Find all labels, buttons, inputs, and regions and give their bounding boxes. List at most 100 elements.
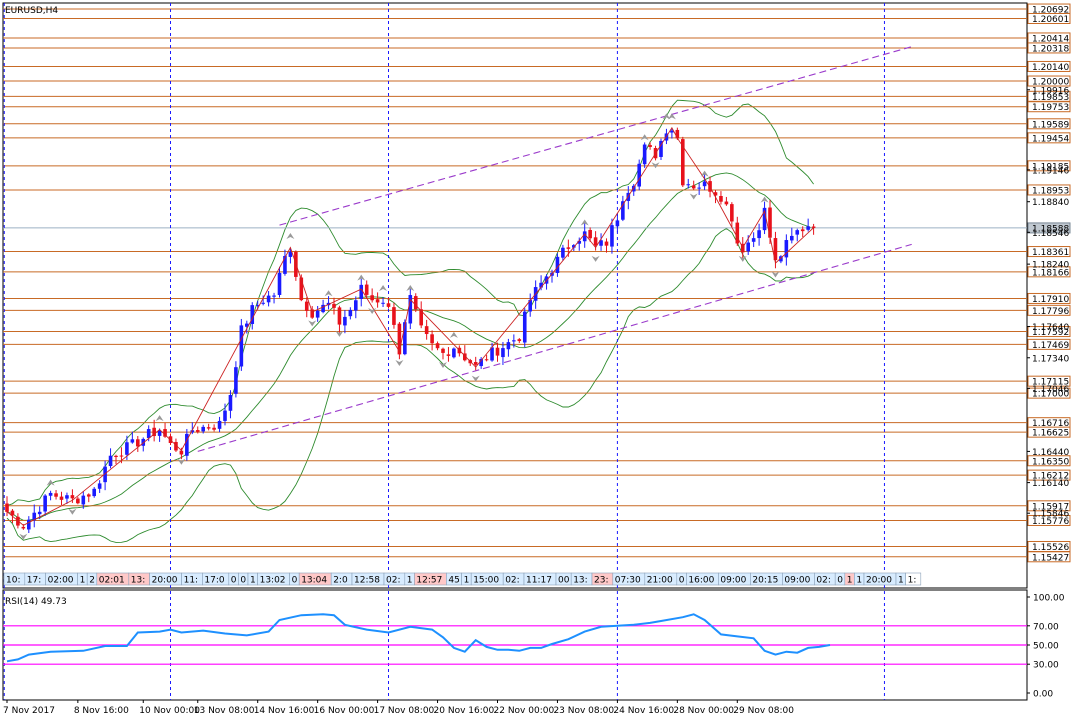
candle-body bbox=[452, 348, 456, 358]
fractal-up-marker bbox=[640, 134, 649, 141]
level-price-label: 1.19589 bbox=[1032, 120, 1069, 130]
candle-body bbox=[539, 282, 543, 288]
price-tick-label: 1.16440 bbox=[1032, 448, 1069, 458]
strip-label-text: 17:0 bbox=[204, 576, 224, 586]
level-price-box bbox=[1027, 304, 1071, 316]
level-price-box bbox=[1027, 160, 1071, 172]
candle-body bbox=[446, 354, 451, 356]
price-tick-label: 1.19916 bbox=[1032, 86, 1069, 96]
candle-body bbox=[179, 450, 184, 455]
candle-body bbox=[146, 429, 151, 439]
candle-body bbox=[136, 439, 140, 447]
candle-body bbox=[359, 284, 364, 299]
fractal-down-marker bbox=[335, 330, 344, 337]
candle-body bbox=[174, 441, 178, 451]
strip-label-text: 02: bbox=[386, 576, 400, 586]
candle-body bbox=[751, 238, 756, 242]
price-tick-label: 1.18840 bbox=[1032, 198, 1069, 208]
candle-body bbox=[65, 495, 69, 499]
level-price-box bbox=[1027, 500, 1071, 512]
fractal-down-marker bbox=[19, 533, 28, 540]
level-price-box bbox=[1027, 42, 1071, 54]
rsi-tick-label: 50.00 bbox=[1033, 642, 1059, 652]
candle-body bbox=[784, 240, 789, 258]
candle-body bbox=[125, 442, 129, 455]
fractal-up-marker bbox=[379, 285, 388, 292]
candle-body bbox=[76, 498, 80, 504]
price-tick-label: 1.15846 bbox=[1032, 510, 1069, 520]
strip-label-text: 12:57 bbox=[416, 576, 442, 586]
fractal-up-marker bbox=[155, 415, 164, 422]
strip-label-text: 20:00 bbox=[152, 576, 178, 586]
strip-label-text: 0 bbox=[292, 576, 298, 586]
strip-label-text: 45 bbox=[448, 576, 459, 586]
time-tick-label: 13 Nov 08:00 bbox=[194, 706, 255, 716]
candle-body bbox=[419, 309, 423, 326]
strip-label-text: 16:00 bbox=[688, 576, 714, 586]
candle-body bbox=[310, 309, 314, 318]
level-price-label: 1.15776 bbox=[1032, 517, 1069, 527]
strip-label-text: 20:00 bbox=[866, 576, 892, 586]
level-price-box bbox=[1027, 338, 1071, 350]
fractal-up-marker bbox=[324, 290, 333, 297]
candle-body bbox=[206, 427, 211, 429]
strip-label-text: 09:00 bbox=[720, 576, 746, 586]
candle-body bbox=[762, 207, 767, 231]
candle-body bbox=[746, 242, 750, 252]
strip-label-text: 2:0 bbox=[333, 576, 348, 586]
strip-label-text: 09:00 bbox=[784, 576, 810, 586]
candle-body bbox=[234, 367, 238, 394]
candle-body bbox=[724, 201, 729, 205]
candle-body bbox=[610, 225, 614, 247]
time-tick-label: 23 Nov 08:00 bbox=[553, 706, 614, 716]
level-price-label: 1.19853 bbox=[1032, 93, 1069, 103]
candle-body bbox=[719, 196, 723, 202]
current-price-label: 1.18588 bbox=[1032, 224, 1069, 234]
strip-label-text: 20:15 bbox=[752, 576, 778, 586]
candle-body bbox=[81, 495, 86, 505]
strip-label-text: 11:17 bbox=[526, 576, 552, 586]
level-price-label: 1.17000 bbox=[1032, 390, 1069, 400]
rsi-tick-label: 30.00 bbox=[1033, 661, 1059, 671]
candle-body bbox=[343, 316, 347, 326]
strip-label-text: 1 bbox=[464, 576, 470, 586]
candle-body bbox=[795, 230, 800, 235]
level-price-label: 1.18166 bbox=[1032, 268, 1069, 278]
strip-label-text: 10: bbox=[6, 576, 20, 586]
fractal-up-marker bbox=[662, 113, 671, 120]
candle-body bbox=[479, 358, 483, 367]
candle-body bbox=[392, 307, 396, 325]
candle-body bbox=[201, 426, 205, 432]
time-tick-label: 17 Nov 08:00 bbox=[374, 706, 435, 716]
strip-label-text: 11: bbox=[184, 576, 198, 586]
candle-body bbox=[364, 284, 369, 295]
trend-channel[interactable] bbox=[197, 46, 912, 452]
candle-body bbox=[790, 235, 794, 241]
candle-body bbox=[10, 510, 15, 516]
level-price-label: 1.19185 bbox=[1032, 162, 1069, 172]
candle-body bbox=[735, 222, 740, 244]
strip-label-text: 02:00 bbox=[48, 576, 74, 586]
level-price-box bbox=[1027, 551, 1071, 563]
strip-label-text: 07:30 bbox=[615, 576, 641, 586]
strip-label-text: 12:58 bbox=[354, 576, 380, 586]
candle-body bbox=[408, 295, 413, 324]
level-price-label: 1.20601 bbox=[1032, 15, 1069, 25]
candle-body bbox=[670, 130, 674, 133]
candle-body bbox=[506, 342, 511, 350]
fractal-down-marker bbox=[395, 359, 404, 366]
level-price-label: 1.16212 bbox=[1032, 472, 1069, 482]
fractal-down-marker bbox=[471, 375, 480, 382]
candle-body bbox=[108, 455, 113, 467]
candle-body bbox=[566, 247, 571, 249]
time-label-strip: 10: 17: 02:00 1 2 02:01 13: 20:00 11: 17:0 0 0 1 13:0… bbox=[3, 572, 922, 586]
candle-body bbox=[299, 277, 304, 301]
rsi-tick-label: 0.00 bbox=[1033, 690, 1053, 700]
candle-body bbox=[250, 305, 255, 324]
strip-label-text: 13:02 bbox=[260, 576, 286, 586]
candle-body bbox=[348, 309, 353, 317]
candle-body bbox=[642, 144, 647, 165]
candle-body bbox=[615, 220, 620, 227]
